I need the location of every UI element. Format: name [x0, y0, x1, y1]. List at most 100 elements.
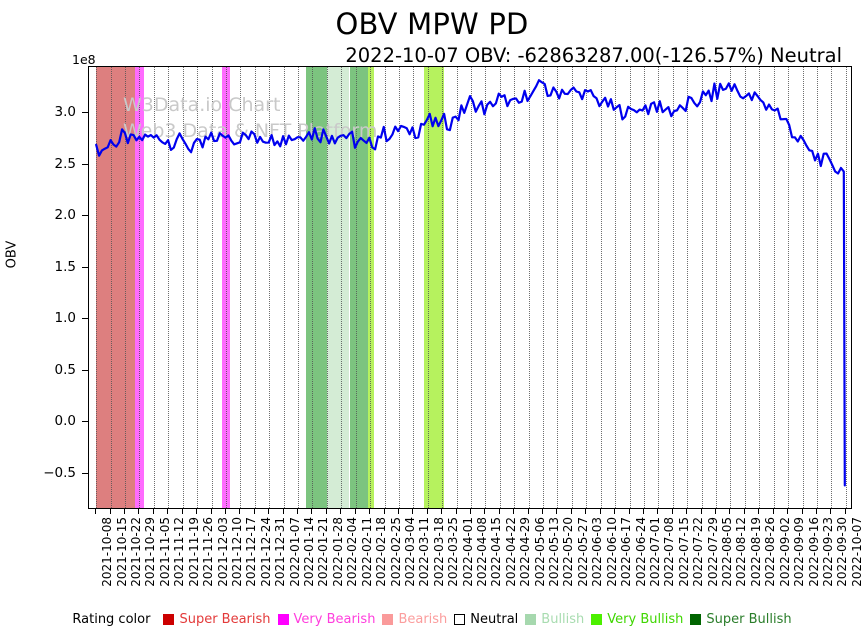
obv-line-series [95, 79, 846, 487]
gridline [168, 67, 170, 508]
gridline [211, 67, 213, 508]
gridline [370, 67, 372, 508]
gridline [788, 67, 790, 508]
gridline [514, 67, 516, 508]
legend-swatch-icon [454, 614, 466, 625]
gridline [557, 67, 559, 508]
legend-entry-neutral[interactable]: Neutral [454, 612, 518, 627]
x-tick-mark [455, 509, 457, 514]
gridline [643, 67, 645, 508]
gridline [845, 67, 847, 508]
y-tick-mark [82, 266, 88, 268]
y-tick-label: 0.5 [54, 361, 76, 378]
x-tick-label: 2022-01-14 [302, 517, 317, 587]
gridline [139, 67, 141, 508]
gridline [816, 67, 818, 508]
legend-swatch-icon [163, 614, 175, 625]
x-tick-label: 2021-11-19 [186, 517, 201, 587]
x-tick-mark [224, 509, 226, 514]
x-tick-label: 2022-07-22 [691, 517, 706, 587]
x-tick-label: 2022-09-02 [777, 517, 792, 587]
gridline [687, 67, 689, 508]
gridline [701, 67, 703, 508]
legend-swatch-icon [382, 614, 394, 625]
x-tick-label: 2021-10-22 [129, 517, 144, 587]
legend-swatch-icon [525, 614, 537, 625]
gridline [341, 67, 343, 508]
gridline [744, 67, 746, 508]
x-tick-label: 2022-02-11 [359, 517, 374, 587]
legend-label: Bullish [541, 612, 585, 627]
gridline [528, 67, 530, 508]
x-tick-mark [556, 509, 558, 514]
gridline [240, 67, 242, 508]
x-tick-label: 2021-12-24 [258, 517, 273, 587]
gridline [96, 67, 98, 508]
x-tick-label: 2022-09-23 [820, 517, 835, 587]
legend-label: Very Bullish [607, 612, 684, 627]
x-tick-label: 2022-06-10 [604, 517, 619, 587]
x-tick-mark [167, 509, 169, 514]
x-tick-label: 2022-07-01 [647, 517, 662, 587]
gridline [629, 67, 631, 508]
x-tick-label: 2022-03-04 [402, 517, 417, 587]
y-tick-label: 2.5 [54, 155, 76, 172]
legend-entry-very-bearish[interactable]: Very Bearish [277, 612, 376, 627]
gridline [110, 67, 112, 508]
gridline [471, 67, 472, 508]
legend-entry-super-bullish[interactable]: Super Bullish [690, 612, 792, 627]
x-tick-label: 2022-01-21 [316, 517, 331, 587]
gridline [499, 67, 501, 508]
y-tick-mark [82, 163, 88, 165]
legend-label: Very Bearish [293, 612, 376, 627]
y-tick-label: −0.5 [43, 464, 76, 481]
x-tick-mark [412, 509, 414, 514]
x-tick-label: 2021-12-17 [244, 517, 259, 587]
gridline [182, 67, 184, 508]
gridline [413, 67, 415, 508]
legend-entry-bullish[interactable]: Bullish [525, 612, 584, 627]
gridline [802, 67, 804, 508]
gridline [427, 67, 429, 508]
x-tick-label: 2022-03-11 [417, 517, 432, 587]
x-tick-mark [340, 509, 342, 514]
x-tick-mark [513, 509, 515, 514]
gridline [442, 67, 444, 508]
x-tick-label: 2022-09-09 [792, 517, 807, 587]
x-tick-mark [124, 509, 126, 514]
legend-swatch-icon [690, 614, 702, 625]
x-tick-mark [844, 509, 846, 514]
gridline [355, 67, 357, 508]
gridline [831, 67, 833, 508]
x-tick-label: 2021-12-31 [273, 517, 288, 587]
legend-entry-bearish[interactable]: Bearish [382, 612, 447, 627]
gridline [269, 67, 271, 508]
x-tick-label: 2021-12-03 [215, 517, 230, 587]
x-tick-label: 2022-08-19 [748, 517, 763, 587]
rating-band-bullish [349, 67, 369, 508]
x-tick-label: 2021-10-08 [100, 517, 115, 587]
x-tick-label: 2022-05-13 [547, 517, 562, 587]
gridline [125, 67, 127, 508]
gridline [225, 67, 227, 508]
x-tick-label: 2022-08-12 [734, 517, 749, 587]
gridline [730, 67, 732, 508]
y-tick-label: 2.0 [54, 207, 76, 224]
legend-entry-very-bullish[interactable]: Very Bullish [591, 612, 683, 627]
x-tick-mark [758, 509, 760, 514]
x-tick-label: 2022-07-15 [676, 517, 691, 587]
x-tick-mark [642, 509, 644, 514]
x-tick-mark [715, 509, 717, 514]
y-tick-label: 1.0 [54, 310, 76, 327]
x-tick-mark [210, 509, 212, 514]
x-tick-mark [527, 509, 529, 514]
y-axis-offset-label: 1e8 [72, 52, 96, 67]
x-tick-label: 2022-05-27 [575, 517, 590, 587]
legend-title: Rating color [72, 612, 151, 627]
x-tick-label: 2021-10-15 [114, 517, 129, 587]
x-tick-label: 2022-03-18 [431, 517, 446, 587]
legend-entry-super-bearish[interactable]: Super Bearish [163, 612, 271, 627]
x-tick-mark [498, 509, 500, 514]
